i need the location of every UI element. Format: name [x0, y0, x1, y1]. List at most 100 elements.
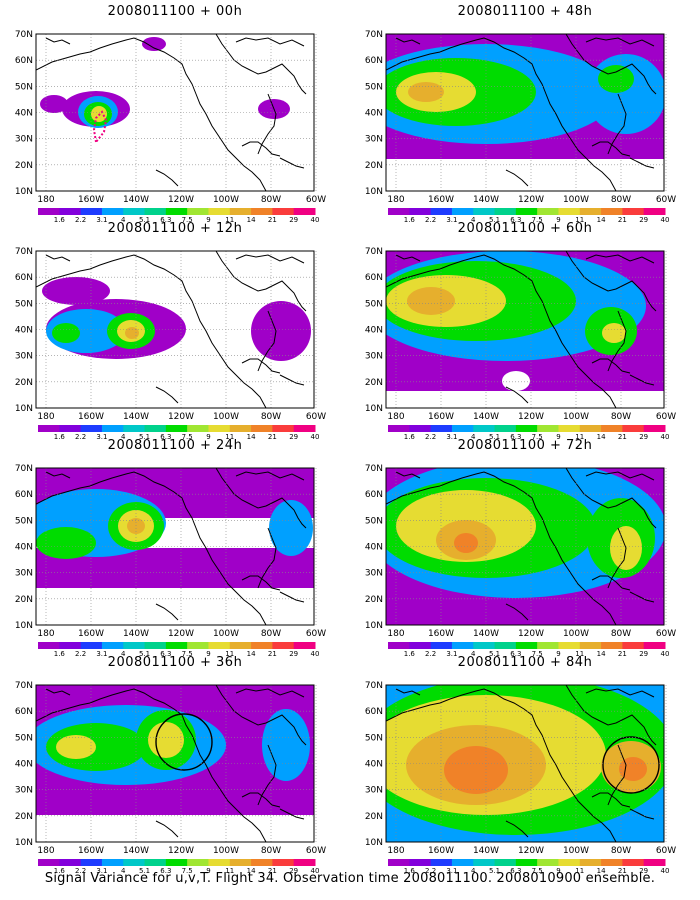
coastline [279, 374, 305, 386]
field-green [36, 527, 96, 559]
colorbar-swatch [622, 208, 645, 215]
colorbar-label: 1.6 [404, 216, 416, 222]
lon-tick-label: 160W [78, 846, 104, 856]
coastline [279, 591, 305, 603]
coastline [395, 471, 421, 479]
lon-tick-label: 100W [213, 412, 239, 422]
colorbar-swatch [388, 425, 410, 432]
coastline [215, 251, 307, 312]
colorbar-swatch [430, 859, 453, 866]
coastlines [36, 468, 307, 625]
colorbar-swatch [430, 425, 453, 432]
lat-tick-label: 60N [365, 273, 383, 283]
colorbar-label: 4 [471, 867, 476, 873]
colorbar-swatch [409, 425, 432, 432]
coastline [241, 141, 281, 157]
map-area [385, 467, 667, 626]
lon-tick-label: 100W [563, 846, 589, 856]
coastline [607, 744, 627, 806]
colorbar-label: 14 [247, 650, 256, 656]
colorbar-label: 9 [556, 216, 560, 222]
field-yellow [148, 722, 184, 758]
colorbar-swatch [293, 642, 316, 649]
colorbar-label: 40 [661, 216, 670, 222]
colorbar-swatch [80, 642, 103, 649]
coastline [155, 603, 179, 621]
lon-tick-label: 140W [123, 629, 149, 639]
lon-tick-label: 160W [428, 846, 454, 856]
lon-tick-label: 100W [563, 629, 589, 639]
lat-tick-label: 60N [15, 273, 33, 283]
colorbar-swatch [451, 208, 474, 215]
colorbar-label: 40 [311, 650, 320, 656]
colorbar-label: 11 [575, 433, 584, 439]
coastline [607, 527, 627, 589]
colorbar-swatch [38, 425, 60, 432]
lat-tick-label: 60N [15, 56, 33, 66]
coastline [241, 358, 281, 374]
lon-tick-label: 100W [563, 412, 589, 422]
map-area [35, 684, 317, 843]
colorbar-swatch [208, 425, 231, 432]
coastline [257, 93, 277, 155]
colorbar-label: 40 [661, 867, 670, 873]
colorbar-label: 6.3 [510, 650, 521, 656]
coastline [215, 468, 307, 529]
lon-tick-label: 100W [213, 846, 239, 856]
colorbar-swatch [622, 642, 645, 649]
coastline [386, 254, 617, 408]
panel-title: 2008011100 + 60h [457, 221, 593, 236]
map-figure: 70N 60N 50N 40N 30N 20N 10N 180 160W 140W 120W 100W… [15, 681, 326, 873]
map-figure: 70N 60N 50N 40N 30N 20N 10N 180 160W 140W 120W 100W… [365, 247, 676, 439]
colorbar-swatch [451, 859, 474, 866]
colorbar-swatch [80, 208, 103, 215]
map-figure: 70N 60N 50N 40N 30N 20N 10N 180 160W 140W 120W 100W… [365, 464, 676, 656]
coastline [629, 808, 655, 820]
lat-tick-label: 50N [15, 299, 33, 309]
map-figure: 70N 60N 50N 40N 30N 20N 10N 180 160W 140W 120W 100W… [15, 247, 326, 439]
colorbar-label: 4 [121, 216, 126, 222]
lat-tick-label: 70N [365, 30, 383, 40]
coastline [45, 688, 71, 696]
lon-tick-label: 80W [261, 195, 281, 205]
lat-tick-label: 60N [365, 707, 383, 717]
lat-tick-label: 30N [365, 135, 383, 145]
lon-tick-label: 140W [123, 846, 149, 856]
lon-tick-label: 60W [656, 195, 676, 205]
lat-tick-label: 30N [15, 135, 33, 145]
colorbar-label: 14 [247, 433, 256, 439]
lat-tick-label: 30N [365, 352, 383, 362]
map-figure: 70N 60N 50N 40N 30N 20N 10N 180 160W 140W 120W 100W… [365, 30, 676, 222]
colorbar-label: 9 [556, 433, 560, 439]
lat-tick-label: 70N [15, 464, 33, 474]
colorbar-label: 9 [556, 650, 560, 656]
lon-tick-label: 120W [518, 412, 544, 422]
coastlines [386, 251, 657, 408]
coastline [505, 386, 529, 404]
lat-tick-label: 30N [365, 569, 383, 579]
coastline [279, 157, 305, 169]
colorbar-label: 21 [618, 433, 627, 439]
colorbar-label: 2.2 [75, 216, 86, 222]
field-orange [407, 287, 455, 315]
coastline [36, 37, 267, 191]
colorbar-swatch [537, 642, 559, 649]
colorbar-label: 29 [289, 433, 298, 439]
field-yellow [56, 735, 96, 759]
map-panel-2008011100-72: 2008011100 + 72h 70N 60N 50N 40N 30N 20N 10N 180… [350, 438, 700, 663]
colorbar-label: 7.5 [182, 433, 193, 439]
coastline [257, 744, 277, 806]
lon-tick-label: 120W [168, 846, 194, 856]
colorbar-swatch [473, 208, 496, 215]
coastline [591, 358, 631, 374]
colorbar-swatch [494, 208, 517, 215]
field-green [598, 65, 634, 93]
colorbar-label: 4 [471, 433, 476, 439]
coastline [565, 468, 657, 529]
colorbar-label: 11 [225, 867, 234, 873]
field-orange-dark [619, 757, 647, 781]
lon-tick-label: 60W [656, 412, 676, 422]
lon-tick-label: 160W [78, 412, 104, 422]
map-area [35, 250, 317, 409]
lon-tick-label: 140W [473, 846, 499, 856]
